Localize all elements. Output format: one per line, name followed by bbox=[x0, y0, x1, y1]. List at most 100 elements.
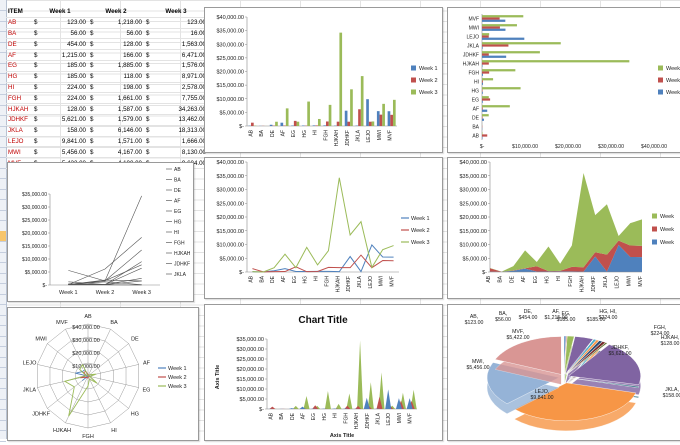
item-cell[interactable]: EG bbox=[6, 60, 32, 71]
currency-cell[interactable]: $ bbox=[88, 93, 100, 104]
currency-cell[interactable]: $ bbox=[144, 147, 156, 158]
row-number[interactable] bbox=[0, 179, 6, 190]
currency-cell[interactable]: $ bbox=[88, 136, 100, 147]
value-cell[interactable]: 1,579.00 bbox=[100, 114, 144, 125]
value-cell[interactable]: 5,456.00 bbox=[44, 147, 88, 158]
row-number[interactable] bbox=[0, 200, 6, 211]
value-cell[interactable]: 128.00 bbox=[44, 104, 88, 115]
row-number[interactable] bbox=[0, 315, 6, 326]
row-number[interactable] bbox=[0, 284, 6, 295]
value-cell[interactable]: 18,313.00 bbox=[156, 125, 208, 136]
value-cell[interactable]: 4,167.00 bbox=[100, 147, 144, 158]
currency-cell[interactable]: $ bbox=[144, 114, 156, 125]
stacked-area-chart[interactable]: $-$5,000.00$10,000.00$15,000.00$20,000.0… bbox=[447, 157, 680, 299]
currency-cell[interactable]: $ bbox=[144, 82, 156, 93]
currency-cell[interactable]: $ bbox=[32, 60, 44, 71]
header-week2[interactable]: Week 2 bbox=[88, 7, 144, 17]
value-cell[interactable]: 1,661.00 bbox=[100, 93, 144, 104]
currency-cell[interactable]: $ bbox=[32, 50, 44, 61]
row-number[interactable] bbox=[0, 273, 6, 284]
row-number[interactable] bbox=[0, 378, 6, 389]
currency-cell[interactable]: $ bbox=[144, 17, 156, 28]
value-cell[interactable]: 2,578.00 bbox=[156, 82, 208, 93]
value-cell[interactable]: 1,215.00 bbox=[44, 50, 88, 61]
row-number[interactable] bbox=[0, 263, 6, 274]
header-week1[interactable]: Week 1 bbox=[32, 7, 88, 17]
value-cell[interactable]: 166.00 bbox=[100, 50, 144, 61]
currency-cell[interactable]: $ bbox=[88, 71, 100, 82]
value-cell[interactable]: 185.00 bbox=[44, 60, 88, 71]
currency-cell[interactable]: $ bbox=[32, 136, 44, 147]
value-cell[interactable]: 1,666.00 bbox=[156, 136, 208, 147]
value-cell[interactable]: 8,971.00 bbox=[156, 71, 208, 82]
row-number[interactable] bbox=[0, 242, 6, 253]
row-number[interactable] bbox=[0, 368, 6, 379]
currency-cell[interactable]: $ bbox=[88, 28, 100, 39]
currency-cell[interactable]: $ bbox=[88, 39, 100, 50]
weekly-line-chart[interactable]: $-$5,000.00$10,000.00$15,000.00$20,000.0… bbox=[7, 162, 194, 302]
value-cell[interactable]: 5,621.00 bbox=[44, 114, 88, 125]
row-number[interactable] bbox=[0, 389, 6, 400]
item-cell[interactable]: HI bbox=[6, 82, 32, 93]
value-cell[interactable]: 6,146.00 bbox=[100, 125, 144, 136]
value-cell[interactable]: 454.00 bbox=[44, 39, 88, 50]
currency-cell[interactable]: $ bbox=[88, 82, 100, 93]
value-cell[interactable]: 7,755.00 bbox=[156, 93, 208, 104]
currency-cell[interactable]: $ bbox=[88, 50, 100, 61]
value-cell[interactable]: 1,885.00 bbox=[100, 60, 144, 71]
value-cell[interactable]: 123.00 bbox=[156, 17, 208, 28]
value-cell[interactable]: 198.00 bbox=[100, 82, 144, 93]
currency-cell[interactable]: $ bbox=[144, 28, 156, 39]
value-cell[interactable]: 158.00 bbox=[44, 125, 88, 136]
item-cell[interactable]: JKLA bbox=[6, 125, 32, 136]
item-cell[interactable]: DE bbox=[6, 39, 32, 50]
header-item[interactable]: ITEM bbox=[6, 7, 32, 17]
row-number[interactable] bbox=[0, 305, 6, 316]
row-number[interactable] bbox=[0, 399, 6, 410]
value-cell[interactable]: 128.00 bbox=[100, 39, 144, 50]
value-cell[interactable]: 16.00 bbox=[156, 28, 208, 39]
titled-area-chart[interactable]: Chart Title$-$5,000.00$10,000.00$15,000.… bbox=[204, 304, 443, 441]
currency-cell[interactable]: $ bbox=[144, 71, 156, 82]
item-cell[interactable]: FGH bbox=[6, 93, 32, 104]
row-number[interactable] bbox=[0, 431, 6, 442]
item-cell[interactable]: AB bbox=[6, 17, 32, 28]
currency-cell[interactable]: $ bbox=[32, 82, 44, 93]
currency-cell[interactable]: $ bbox=[32, 17, 44, 28]
value-cell[interactable]: 1,563.00 bbox=[156, 39, 208, 50]
row-number[interactable] bbox=[0, 231, 6, 242]
currency-cell[interactable]: $ bbox=[88, 17, 100, 28]
value-cell[interactable]: 34,263.00 bbox=[156, 104, 208, 115]
currency-cell[interactable]: $ bbox=[32, 125, 44, 136]
value-cell[interactable]: 6,471.00 bbox=[156, 50, 208, 61]
currency-cell[interactable]: $ bbox=[88, 60, 100, 71]
value-cell[interactable]: 9,841.00 bbox=[44, 136, 88, 147]
radar-chart[interactable]: $40,000.00$30,000.00$20,000.00$10,000.00… bbox=[7, 307, 199, 441]
row-number[interactable] bbox=[0, 357, 6, 368]
value-cell[interactable]: 1,587.00 bbox=[100, 104, 144, 115]
currency-cell[interactable]: $ bbox=[144, 125, 156, 136]
currency-cell[interactable]: $ bbox=[144, 60, 156, 71]
item-cell[interactable]: MWI bbox=[6, 147, 32, 158]
currency-cell[interactable]: $ bbox=[88, 104, 100, 115]
currency-cell[interactable]: $ bbox=[32, 147, 44, 158]
item-cell[interactable]: BA bbox=[6, 28, 32, 39]
currency-cell[interactable]: $ bbox=[144, 93, 156, 104]
currency-cell[interactable]: $ bbox=[32, 39, 44, 50]
row-number[interactable] bbox=[0, 294, 6, 305]
item-cell[interactable]: HJKAH bbox=[6, 104, 32, 115]
header-week3[interactable]: Week 3 bbox=[144, 7, 208, 17]
row-number[interactable] bbox=[0, 410, 6, 421]
row-number[interactable] bbox=[0, 168, 6, 179]
currency-cell[interactable]: $ bbox=[32, 93, 44, 104]
currency-cell[interactable]: $ bbox=[88, 125, 100, 136]
currency-cell[interactable]: $ bbox=[32, 104, 44, 115]
value-cell[interactable]: 13,462.00 bbox=[156, 114, 208, 125]
row-number[interactable] bbox=[0, 336, 6, 347]
value-cell[interactable]: 224.00 bbox=[44, 82, 88, 93]
row-number[interactable] bbox=[0, 189, 6, 200]
value-cell[interactable]: 56.00 bbox=[100, 28, 144, 39]
currency-cell[interactable]: $ bbox=[88, 114, 100, 125]
